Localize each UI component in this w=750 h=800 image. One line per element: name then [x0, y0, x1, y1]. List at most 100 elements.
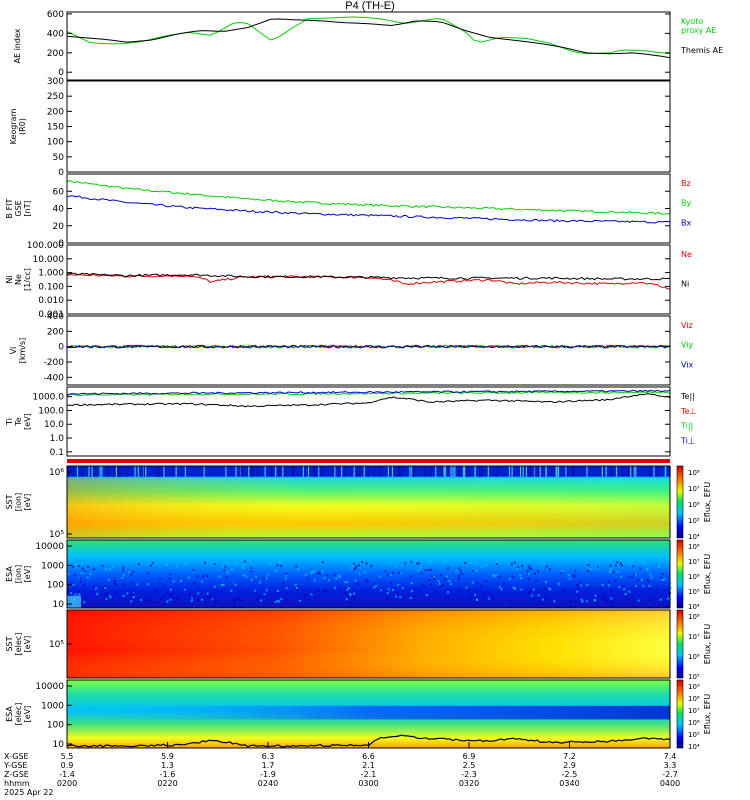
colorbar-sst_ion: 10⁸ 10⁷ 10⁶ 10⁵ 10⁴ Eflux, EFU [676, 465, 712, 541]
spectrogram-speck [389, 574, 392, 577]
spectrogram-speck [596, 565, 599, 568]
spectrogram-stripe [466, 466, 468, 477]
spectrogram-speck [586, 600, 589, 603]
spectrogram-speck [609, 564, 612, 567]
spectrogram-speck [131, 582, 134, 585]
ylabel-sst_ion-0: SST [5, 494, 14, 509]
spectrogram-speck [527, 578, 530, 581]
ytick-label-esa_ion: 10 [53, 600, 65, 610]
legend-label-bfield: Bx [681, 218, 691, 227]
ytick-label-temperature: 1000.0 [33, 393, 65, 403]
spectrogram-shade [67, 610, 670, 678]
spectrogram-speck [132, 596, 135, 599]
spectrogram-stripe [158, 466, 160, 477]
xtick-zgse: -2.7 [662, 770, 678, 779]
ytick-label-velocity: 200 [47, 327, 64, 337]
spectrogram-speck [169, 573, 172, 576]
spectrogram-speck [131, 593, 134, 596]
ylabel-esa_elec-2: [eV] [23, 706, 32, 723]
spectrogram-speck [347, 595, 350, 598]
spectrogram-speck [544, 581, 547, 584]
spectrogram-speck [398, 571, 401, 574]
spectrogram-speck [378, 575, 381, 578]
spectrogram-speck [354, 566, 357, 569]
spectrogram-stripe [175, 466, 177, 477]
spectrogram-speck [476, 598, 479, 601]
spectrogram-speck [101, 564, 104, 567]
spectrogram-speck [499, 586, 502, 589]
spectrogram-speck [285, 574, 288, 577]
spectrogram-speck [193, 582, 196, 585]
spectrogram-speck [239, 599, 242, 602]
spectrogram-stripe [319, 466, 321, 477]
panel-frame-sst_elec [66, 609, 671, 679]
spectrogram-speck [578, 580, 581, 583]
ylabel-density-2: [1/cc] [23, 268, 32, 291]
colorbar-tick: 10⁴ [688, 533, 700, 541]
xaxis-row-label: 2025 Apr 22 [4, 788, 53, 797]
spectrogram-speck [149, 564, 152, 567]
ytick-label-density: 0.001 [38, 310, 64, 320]
spectrogram-stripe [572, 466, 574, 477]
spectrogram-speck [410, 560, 413, 563]
spectrogram-speck [286, 592, 289, 595]
spectrogram-speck [318, 571, 321, 574]
legend-velocity: Viz Viy Vix [681, 321, 694, 369]
spectrogram-speck [581, 584, 584, 587]
ylabel-sst_elec-1: [elec] [14, 633, 23, 656]
spectrogram-stripe [68, 466, 70, 477]
xtick-zgse: -1.9 [260, 770, 276, 779]
spectrogram-speck [568, 574, 571, 577]
spectrogram-speck [108, 595, 111, 598]
spectrogram-speck [274, 600, 277, 603]
spectrogram-speck [516, 566, 519, 569]
spectrogram-speck [254, 575, 257, 578]
spectrogram-stripe [615, 466, 618, 477]
spectrogram-stripe [479, 466, 481, 477]
spectrogram-stripe [125, 466, 127, 477]
spectrogram-stripe [143, 466, 146, 477]
spectrogram-speck [303, 594, 306, 597]
spectrogram-stripe [373, 466, 375, 477]
spectrogram-speck [366, 580, 369, 583]
spectrogram-stripe [399, 466, 401, 477]
yaxis-density: 0.001 0.010 0.100 1.000 10.000 100.000 [27, 241, 670, 320]
spectrogram-speck [427, 569, 430, 572]
ytick-label-esa_ion: 100 [47, 581, 64, 591]
spectrogram-speck [435, 575, 438, 578]
spectrogram-speck [214, 599, 217, 602]
ylabel-esa_ion-0: ESA [5, 566, 14, 582]
spectrogram-stripe [508, 466, 511, 477]
spectrogram-speck [78, 593, 81, 596]
colorbar-tick: 10⁵ [688, 673, 700, 681]
spectrogram-speck [310, 593, 313, 596]
spectrogram-speck [410, 582, 413, 585]
spectrogram-speck [537, 594, 540, 597]
xtick-zgse: -2.5 [562, 770, 578, 779]
spectrogram-stripe [387, 466, 390, 477]
spectrogram-speck [472, 569, 475, 572]
spectrogram-speck [439, 574, 442, 577]
ylabel-density-0: Ni [5, 275, 14, 283]
spectrogram-speck [416, 562, 419, 565]
spectrogram-speck [587, 563, 590, 566]
spectrogram-speck [475, 582, 478, 585]
spectrogram-speck [365, 578, 368, 581]
spectrogram-speck [74, 593, 77, 596]
spectrogram-speck [433, 577, 436, 580]
spectrogram-speck [192, 570, 195, 573]
spectrogram-stripe [248, 466, 250, 477]
spectrogram-speck [325, 590, 328, 593]
spectrogram-speck [384, 570, 387, 573]
spectrogram-stripe [81, 466, 84, 477]
panel-frame-bfield [66, 173, 671, 244]
spectrogram-speck [472, 581, 475, 584]
spectrogram-speck [483, 592, 486, 595]
spectrogram-speck [107, 596, 110, 599]
xtick-zgse: -2.3 [461, 770, 477, 779]
spectrogram-speck [80, 572, 83, 575]
spectrogram-speck [169, 594, 172, 597]
spectrogram-speck [646, 578, 649, 581]
ytick-label-ae: 400 [47, 29, 64, 39]
spectrogram-speck [355, 565, 358, 568]
